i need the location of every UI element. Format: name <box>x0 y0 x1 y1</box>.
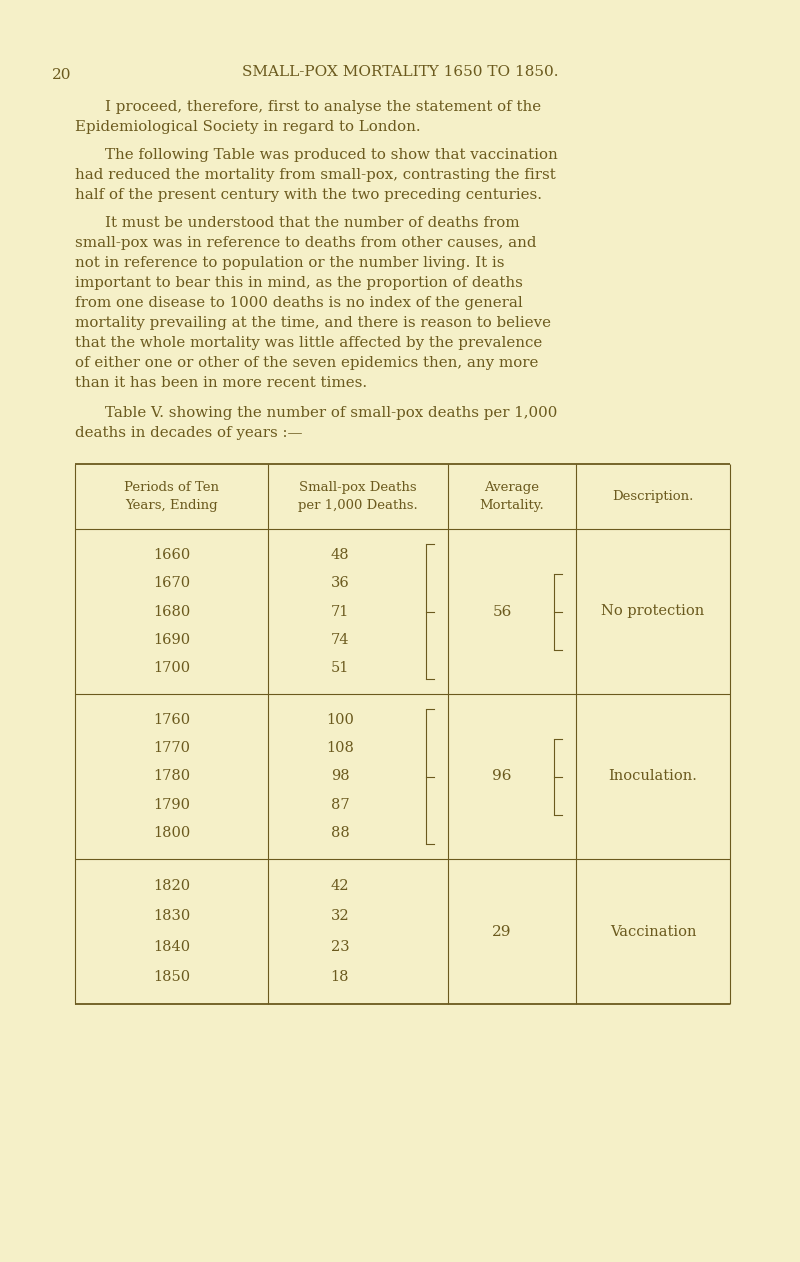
Text: 1820: 1820 <box>153 880 190 893</box>
Text: 1840: 1840 <box>153 940 190 954</box>
Text: 36: 36 <box>330 577 350 591</box>
Text: 1660: 1660 <box>153 548 190 562</box>
Text: 1790: 1790 <box>153 798 190 811</box>
Text: 23: 23 <box>330 940 350 954</box>
Text: important to bear this in mind, as the proportion of deaths: important to bear this in mind, as the p… <box>75 276 523 290</box>
Text: of either one or other of the seven epidemics then, any more: of either one or other of the seven epid… <box>75 356 538 370</box>
Text: Average
Mortality.: Average Mortality. <box>480 481 544 512</box>
Text: The following Table was produced to show that vaccination: The following Table was produced to show… <box>105 148 558 162</box>
Text: 100: 100 <box>326 713 354 727</box>
Text: It must be understood that the number of deaths from: It must be understood that the number of… <box>105 216 520 230</box>
Text: 42: 42 <box>330 880 350 893</box>
Text: 88: 88 <box>330 825 350 840</box>
Text: 96: 96 <box>492 770 512 784</box>
Text: not in reference to population or the number living. It is: not in reference to population or the nu… <box>75 256 505 270</box>
Text: 74: 74 <box>330 632 350 646</box>
Text: 108: 108 <box>326 741 354 755</box>
Text: 32: 32 <box>330 910 350 924</box>
Text: than it has been in more recent times.: than it has been in more recent times. <box>75 376 367 390</box>
Text: 1690: 1690 <box>153 632 190 646</box>
Text: 71: 71 <box>331 604 349 618</box>
Text: Inoculation.: Inoculation. <box>609 770 698 784</box>
Text: 1800: 1800 <box>153 825 190 840</box>
Text: 1700: 1700 <box>153 661 190 675</box>
Text: mortality prevailing at the time, and there is reason to believe: mortality prevailing at the time, and th… <box>75 316 551 329</box>
Text: 1780: 1780 <box>153 770 190 784</box>
Text: 1850: 1850 <box>153 970 190 984</box>
Text: 20: 20 <box>52 68 71 82</box>
Text: Periods of Ten
Years, Ending: Periods of Ten Years, Ending <box>124 481 219 512</box>
Text: 98: 98 <box>330 770 350 784</box>
Text: Epidemiological Society in regard to London.: Epidemiological Society in regard to Lon… <box>75 120 421 134</box>
Text: SMALL-POX MORTALITY 1650 TO 1850.: SMALL-POX MORTALITY 1650 TO 1850. <box>242 66 558 80</box>
Text: Table V. showing the number of small-pox deaths per 1,000: Table V. showing the number of small-pox… <box>105 406 558 420</box>
Text: 56: 56 <box>492 604 512 618</box>
Text: 1680: 1680 <box>153 604 190 618</box>
Text: 87: 87 <box>330 798 350 811</box>
Text: 1830: 1830 <box>153 910 190 924</box>
Text: Vaccination: Vaccination <box>610 925 696 939</box>
Text: Small-pox Deaths
per 1,000 Deaths.: Small-pox Deaths per 1,000 Deaths. <box>298 481 418 512</box>
Text: from one disease to 1000 deaths is no index of the general: from one disease to 1000 deaths is no in… <box>75 297 522 310</box>
Text: Description.: Description. <box>612 490 694 504</box>
Text: 48: 48 <box>330 548 350 562</box>
Text: No protection: No protection <box>602 604 705 618</box>
Text: had reduced the mortality from small-pox, contrasting the first: had reduced the mortality from small-pox… <box>75 168 556 182</box>
Text: 51: 51 <box>331 661 349 675</box>
Text: half of the present century with the two preceding centuries.: half of the present century with the two… <box>75 188 542 202</box>
Text: 29: 29 <box>492 925 512 939</box>
Text: 1760: 1760 <box>153 713 190 727</box>
Text: 1670: 1670 <box>153 577 190 591</box>
Text: 18: 18 <box>330 970 350 984</box>
Text: deaths in decades of years :—: deaths in decades of years :— <box>75 427 302 440</box>
Text: I proceed, therefore, first to analyse the statement of the: I proceed, therefore, first to analyse t… <box>105 100 541 114</box>
Text: that the whole mortality was little affected by the prevalence: that the whole mortality was little affe… <box>75 336 542 350</box>
Text: small-pox was in reference to deaths from other causes, and: small-pox was in reference to deaths fro… <box>75 236 537 250</box>
Text: 1770: 1770 <box>153 741 190 755</box>
